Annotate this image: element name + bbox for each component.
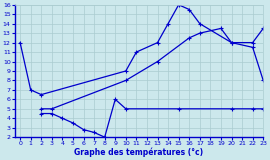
- X-axis label: Graphe des températures (°c): Graphe des températures (°c): [75, 148, 204, 157]
